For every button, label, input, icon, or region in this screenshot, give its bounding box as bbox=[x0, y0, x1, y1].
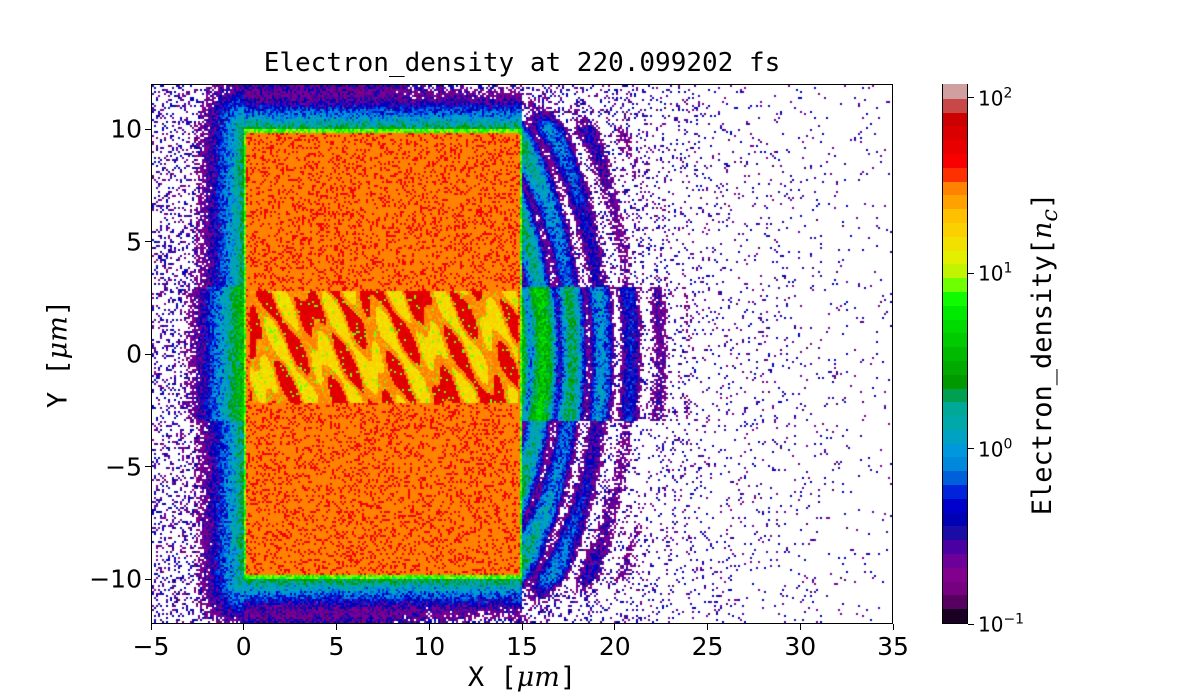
colorbar-band bbox=[943, 291, 967, 306]
y-tick-mark bbox=[145, 466, 151, 467]
chart-title: Electron_density at 220.099202 fs bbox=[263, 48, 781, 78]
colorbar-band bbox=[943, 608, 967, 623]
colorbar-band bbox=[943, 360, 967, 375]
x-tick-mark bbox=[707, 624, 708, 630]
colorbar-tick-mark bbox=[968, 623, 974, 625]
colorbar-tick-mark bbox=[968, 448, 974, 450]
colorbar-band bbox=[943, 167, 967, 182]
x-tick-mark bbox=[799, 624, 801, 630]
colorbar-band bbox=[943, 318, 967, 334]
x-tick-label: 35 bbox=[877, 632, 909, 661]
colorbar-band bbox=[943, 498, 967, 513]
plot-area bbox=[151, 84, 893, 624]
colorbar-band bbox=[943, 539, 967, 555]
colorbar-band bbox=[943, 443, 967, 458]
colorbar-band bbox=[943, 567, 967, 582]
colorbar-band bbox=[943, 484, 967, 499]
colorbar-band bbox=[943, 512, 967, 527]
x-tick-label: 20 bbox=[598, 632, 631, 661]
x-tick-mark bbox=[428, 624, 430, 630]
colorbar-band bbox=[943, 305, 967, 320]
colorbar-band bbox=[943, 415, 967, 430]
colorbar-band bbox=[943, 208, 967, 223]
colorbar-tick-label: 100 bbox=[978, 436, 1013, 461]
colorbar-band bbox=[943, 98, 967, 113]
y-tick-mark bbox=[145, 353, 151, 355]
colorbar-band bbox=[943, 429, 967, 444]
y-label-close: ] bbox=[42, 299, 74, 317]
colorbar-tick-mark bbox=[968, 272, 974, 274]
y-label-text: Y [ bbox=[42, 359, 74, 409]
colorbar-band bbox=[943, 401, 967, 417]
colorbar-band bbox=[943, 456, 967, 472]
colorbar-tick-mark bbox=[968, 97, 974, 99]
colorbar-tick-label: 10−1 bbox=[978, 611, 1025, 637]
colorbar-label-sub: c bbox=[1037, 208, 1064, 222]
colorbar-band bbox=[943, 236, 967, 251]
x-tick-mark bbox=[150, 624, 152, 630]
colorbar-band bbox=[943, 332, 967, 348]
colorbar-band bbox=[943, 153, 967, 168]
x-tick-label: 10 bbox=[413, 632, 446, 661]
y-tick-mark bbox=[145, 241, 151, 242]
y-tick-label: 5 bbox=[126, 227, 142, 256]
x-tick-label: −5 bbox=[132, 632, 170, 661]
colorbar-band bbox=[943, 125, 967, 141]
y-axis-label: Y [μm] bbox=[43, 300, 74, 408]
x-tick-label: 30 bbox=[784, 632, 817, 661]
x-tick-label: 0 bbox=[235, 632, 252, 661]
colorbar-tick-label: 102 bbox=[978, 85, 1013, 111]
colorbar-band bbox=[943, 387, 967, 403]
x-axis-label: X [μm] bbox=[151, 662, 893, 693]
colorbar-label-text: Electron_density[ bbox=[1026, 238, 1058, 516]
colorbar-band bbox=[943, 139, 967, 154]
y-tick-label: −5 bbox=[105, 452, 142, 481]
x-tick-mark bbox=[336, 624, 337, 630]
y-tick-label: 10 bbox=[110, 114, 142, 144]
colorbar-band bbox=[943, 84, 967, 99]
y-label-unit: μm bbox=[42, 316, 74, 360]
x-tick-mark bbox=[243, 624, 245, 630]
colorbar-tick-label: 101 bbox=[978, 260, 1013, 286]
colorbar-band bbox=[943, 194, 967, 210]
y-tick-label: −10 bbox=[89, 564, 142, 594]
colorbar-band bbox=[943, 222, 967, 237]
x-tick-mark bbox=[521, 624, 523, 630]
colorbar-band bbox=[943, 180, 967, 196]
y-tick-mark bbox=[145, 128, 151, 130]
x-tick-label: 5 bbox=[328, 632, 345, 661]
x-tick-mark bbox=[614, 624, 616, 630]
x-tick-label: 15 bbox=[506, 632, 538, 661]
x-label-unit: μm bbox=[516, 662, 560, 693]
y-tick-mark bbox=[145, 578, 151, 580]
colorbar-band bbox=[943, 249, 967, 265]
heatmap-canvas bbox=[152, 85, 892, 623]
colorbar-band bbox=[943, 374, 967, 389]
colorbar-label-unit: n bbox=[1026, 221, 1058, 239]
x-label-text: X [ bbox=[467, 662, 517, 693]
colorbar-band bbox=[943, 525, 967, 541]
colorbar-band bbox=[943, 263, 967, 279]
colorbar-band bbox=[943, 581, 967, 596]
x-tick-mark bbox=[892, 624, 894, 630]
x-label-close: ] bbox=[559, 662, 577, 693]
colorbar-band bbox=[943, 553, 967, 568]
colorbar bbox=[942, 84, 968, 624]
colorbar-label: Electron_density[nc] bbox=[1027, 193, 1063, 516]
y-tick-label: 0 bbox=[126, 339, 142, 369]
colorbar-band bbox=[943, 346, 967, 361]
colorbar-band bbox=[943, 594, 967, 610]
colorbar-band bbox=[943, 470, 967, 486]
colorbar-label-close: ] bbox=[1026, 192, 1058, 209]
colorbar-band bbox=[943, 277, 967, 292]
colorbar-band bbox=[943, 112, 967, 127]
x-tick-label: 25 bbox=[691, 632, 724, 661]
